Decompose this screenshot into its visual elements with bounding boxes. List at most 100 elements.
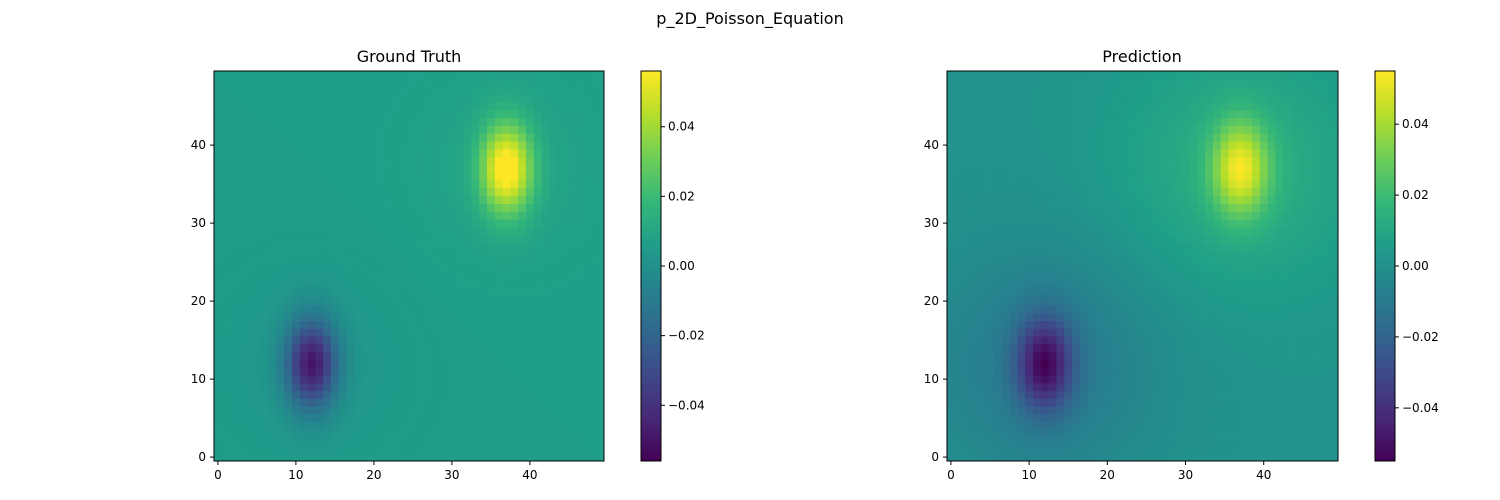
heatmap-cell xyxy=(580,203,589,212)
heatmap-cell xyxy=(502,188,511,197)
heatmap-cell xyxy=(580,102,589,111)
heatmap-cell xyxy=(401,445,410,454)
heatmap-cell xyxy=(1267,351,1276,360)
heatmap-cell xyxy=(1197,320,1206,329)
heatmap-cell xyxy=(416,203,425,212)
heatmap-cell xyxy=(1165,437,1175,446)
heatmap-cell xyxy=(1056,305,1065,314)
heatmap-cell xyxy=(432,258,441,267)
heatmap-cell xyxy=(526,328,535,337)
heatmap-cell xyxy=(362,94,371,103)
heatmap-cell xyxy=(588,203,597,212)
heatmap-cell xyxy=(549,297,558,306)
heatmap-cell xyxy=(557,110,566,119)
heatmap-cell xyxy=(588,242,597,251)
heatmap-cell xyxy=(385,445,394,454)
heatmap-cell xyxy=(1079,289,1089,298)
heatmap-cell xyxy=(1314,188,1323,197)
colorbar-segment xyxy=(641,305,661,309)
heatmap-cell xyxy=(370,133,379,142)
heatmap-cell xyxy=(518,351,527,360)
heatmap-cell xyxy=(970,273,979,282)
heatmap-cell xyxy=(455,172,464,181)
heatmap-cell xyxy=(1017,266,1026,275)
heatmap-cell xyxy=(1181,273,1190,282)
heatmap-cell xyxy=(533,219,542,228)
heatmap-cell xyxy=(502,211,511,220)
heatmap-cell xyxy=(440,164,449,173)
heatmap-cell xyxy=(947,117,956,126)
heatmap-cell xyxy=(346,172,355,181)
heatmap-cell xyxy=(370,211,379,220)
heatmap-cell xyxy=(518,195,527,204)
heatmap-cell xyxy=(1056,211,1065,220)
heatmap-cell xyxy=(1017,390,1026,399)
heatmap-cell xyxy=(448,195,457,204)
heatmap-cell xyxy=(993,242,1003,251)
heatmap-cell xyxy=(1064,414,1073,423)
heatmap-cell xyxy=(276,351,285,360)
heatmap-cell xyxy=(416,102,425,111)
heatmap-cell xyxy=(1330,195,1339,204)
heatmap-cell xyxy=(331,180,340,189)
colorbar-segment xyxy=(641,87,661,91)
heatmap-cell xyxy=(533,351,542,360)
heatmap-cell xyxy=(377,359,386,368)
heatmap-cell xyxy=(1251,164,1261,173)
heatmap-cell xyxy=(533,188,542,197)
heatmap-cell xyxy=(377,156,386,165)
heatmap-cell xyxy=(1212,250,1222,259)
heatmap-cell xyxy=(1119,234,1128,243)
heatmap-cell xyxy=(307,312,316,321)
heatmap-cell xyxy=(1259,110,1268,119)
heatmap-cell xyxy=(1251,422,1261,431)
heatmap-cell xyxy=(1040,336,1050,345)
heatmap-cell xyxy=(1322,149,1331,158)
heatmap-cell xyxy=(1181,242,1190,251)
heatmap-cell xyxy=(307,242,316,251)
colorbar-segment xyxy=(641,295,661,299)
heatmap-cell xyxy=(962,367,971,376)
heatmap-cell xyxy=(463,188,472,197)
heatmap-cell xyxy=(346,383,355,392)
heatmap-cell xyxy=(479,211,488,220)
heatmap-cell xyxy=(1212,203,1222,212)
heatmap-cell xyxy=(1220,398,1229,407)
heatmap-cell xyxy=(1244,266,1253,275)
heatmap-cell xyxy=(1009,172,1018,181)
heatmap-cell xyxy=(1330,281,1339,290)
heatmap-cell xyxy=(1291,188,1300,197)
heatmap-cell xyxy=(362,86,371,95)
heatmap-cell xyxy=(978,453,987,462)
heatmap-cell xyxy=(479,203,488,212)
heatmap-cell xyxy=(1306,367,1315,376)
heatmap-cell xyxy=(572,437,581,446)
heatmap-cell xyxy=(253,86,262,95)
heatmap-cell xyxy=(1150,281,1159,290)
heatmap-cell xyxy=(221,367,230,376)
heatmap-cell xyxy=(1103,383,1112,392)
heatmap-cell xyxy=(214,422,223,431)
heatmap-cell xyxy=(346,188,355,197)
heatmap-cell xyxy=(268,297,277,306)
heatmap-cell xyxy=(1291,203,1300,212)
heatmap-cell xyxy=(1205,211,1214,220)
heatmap-cell xyxy=(494,281,503,290)
heatmap-cell xyxy=(1283,390,1292,399)
heatmap-cell xyxy=(1322,242,1331,251)
heatmap-cell xyxy=(1306,351,1315,360)
heatmap-cell xyxy=(1040,258,1050,267)
heatmap-cell xyxy=(1056,180,1065,189)
heatmap-cell xyxy=(346,453,355,462)
heatmap-cell xyxy=(307,164,316,173)
heatmap-cell xyxy=(479,312,488,321)
heatmap-cell xyxy=(1181,351,1190,360)
heatmap-cell xyxy=(253,71,262,80)
heatmap-cell xyxy=(1244,344,1253,353)
heatmap-cell xyxy=(1165,219,1175,228)
heatmap-cell xyxy=(416,414,425,423)
heatmap-cell xyxy=(588,156,597,165)
heatmap-cell xyxy=(1056,110,1065,119)
heatmap-cell xyxy=(299,390,308,399)
heatmap-cell xyxy=(1244,367,1253,376)
